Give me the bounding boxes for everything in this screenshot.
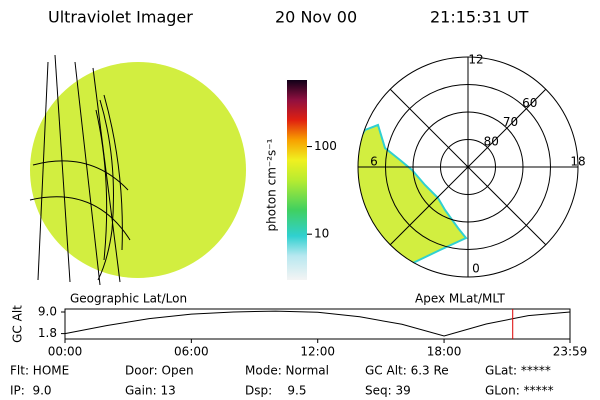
colorbar-tick-label: 10 <box>314 227 329 241</box>
x-tick-label: 12:00 <box>300 345 335 359</box>
y-tick-label: 1.8 <box>38 326 57 340</box>
mlt-label: 0 <box>472 262 480 276</box>
mlat-label: 70 <box>503 115 518 129</box>
aurora-region <box>358 123 468 277</box>
right-image <box>358 123 468 277</box>
left-image-label: Geographic Lat/Lon <box>70 292 187 306</box>
colorbar-tick-label: 100 <box>314 139 337 153</box>
status-field: Dsp: 9.5 <box>245 384 307 398</box>
x-tick-label: 23:59 <box>553 345 588 359</box>
left-image <box>29 54 246 286</box>
x-tick-label: 06:00 <box>174 345 209 359</box>
mlt-label: 18 <box>570 155 585 169</box>
geo-grid <box>29 54 131 286</box>
colorbar-label: photon cm⁻²s⁻¹ <box>265 138 279 231</box>
time: 21:15:31 UT <box>430 8 529 27</box>
status-field: IP: 9.0 <box>10 384 52 398</box>
status-field: GC Alt: 6.3 Re <box>365 364 449 378</box>
right-image-label: Apex MLat/MLT <box>415 292 505 306</box>
date: 20 Nov 00 <box>275 8 357 27</box>
mlat-label: 80 <box>484 134 499 148</box>
y-tick-label: 9.0 <box>38 305 57 319</box>
altitude-ylabel: GC Alt <box>11 305 25 343</box>
x-tick-label: 18:00 <box>427 345 462 359</box>
status-field: Flt: HOME <box>10 364 69 378</box>
mlt-label: 6 <box>370 155 378 169</box>
mlat-label: 60 <box>522 96 537 110</box>
status-field: Door: Open <box>125 364 194 378</box>
status-field: Gain: 13 <box>125 384 176 398</box>
mlt-diagonal <box>389 88 547 246</box>
title: Ultraviolet Imager <box>48 8 193 27</box>
mlt-label: 12 <box>468 53 483 67</box>
colorbar <box>287 80 307 280</box>
earth-disk <box>30 62 246 278</box>
altitude-line <box>64 310 571 337</box>
status-field: Mode: Normal <box>245 364 329 378</box>
x-tick-label: 00:00 <box>48 345 83 359</box>
status-field: GLon: ***** <box>485 384 554 398</box>
altitude-frame <box>64 308 571 340</box>
status-field: Seq: 39 <box>365 384 411 398</box>
status-field: GLat: ***** <box>485 364 551 378</box>
